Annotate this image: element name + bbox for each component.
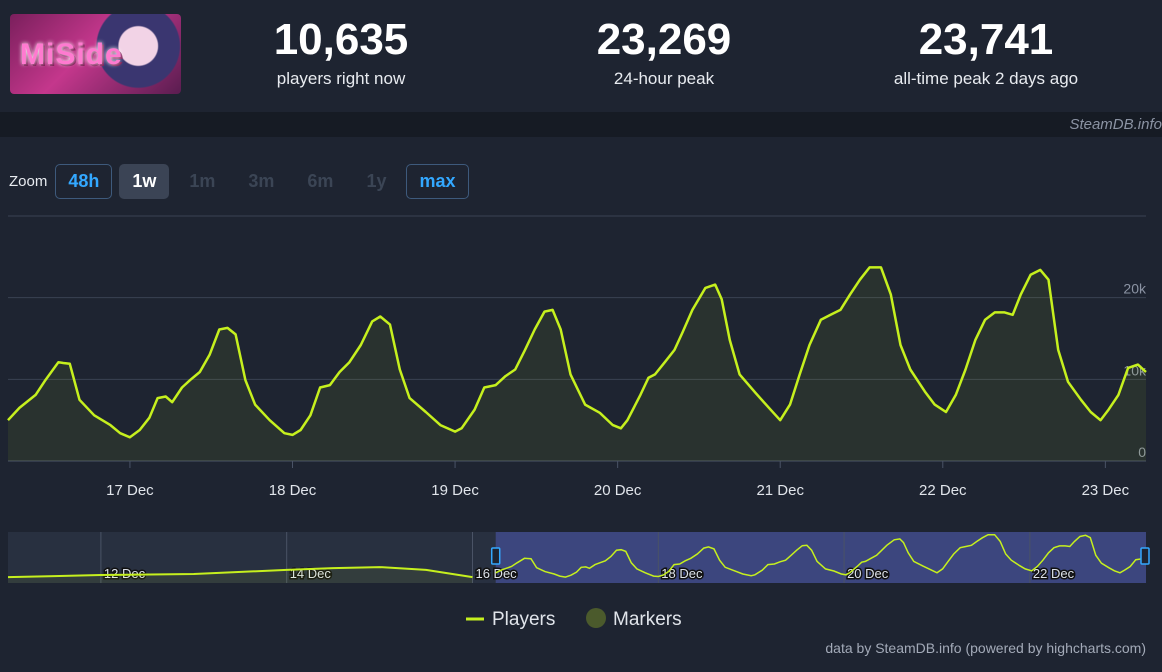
stat-value: 23,269	[596, 15, 732, 64]
watermark-strip: SteamDB.info	[0, 112, 1162, 137]
x-tick-label: 19 Dec	[431, 482, 479, 499]
stat-value: 10,635	[273, 15, 409, 64]
navigator-handle	[1140, 547, 1150, 565]
zoom-label: Zoom	[9, 173, 48, 190]
stat-label: players right now	[276, 69, 406, 88]
zoom-bar: Zoom 48h 1w 1m 3m 6m 1y max	[9, 164, 476, 199]
line	[7, 266, 1147, 439]
navigator-handle	[490, 547, 501, 565]
navigator-tick-label: 22 Dec	[1033, 566, 1075, 581]
stat: 10,635 players right now	[181, 14, 501, 92]
legend-label: Players	[492, 609, 555, 630]
game-logo: MiSide	[10, 14, 181, 94]
zoom-button: 3m	[248, 171, 275, 191]
navigator-tick-label: 18 Dec	[661, 566, 703, 581]
line	[7, 566, 473, 579]
stat: 23,741 all-time peak 2 days ago	[826, 14, 1146, 92]
zoom-button[interactable]: 1w	[119, 164, 170, 199]
zoom-button[interactable]: 48h	[55, 164, 113, 199]
stat-label: 24-hour peak	[613, 69, 715, 88]
x-tick-label: 18 Dec	[269, 482, 317, 499]
area	[8, 567, 473, 583]
stat-value: 23,741	[918, 15, 1054, 64]
stat: 23,269 24-hour peak	[504, 14, 824, 92]
stat-label: all-time peak 2 days ago	[893, 69, 1079, 88]
navigator-line	[495, 533, 1147, 578]
legend-label: Markers	[613, 609, 682, 630]
logo-text: MiSide	[20, 38, 123, 71]
credits: data by SteamDB.info (powered by highcha…	[825, 640, 1146, 656]
navigator-tick-label: 12 Dec	[104, 566, 146, 581]
zoom-button: 1y	[366, 171, 387, 191]
navigator-selection	[495, 532, 1146, 583]
zoom-button[interactable]: max	[406, 164, 469, 199]
zoom-button: 6m	[307, 171, 334, 191]
navigator-tick-label: 16 Dec	[475, 566, 517, 581]
watermark: SteamDB.info	[1069, 116, 1162, 133]
zoom-button: 1m	[189, 171, 216, 191]
y-tick-label: 0	[1138, 444, 1146, 460]
area	[8, 267, 1146, 461]
x-tick-label: 22 Dec	[919, 482, 967, 499]
x-tick-label: 20 Dec	[594, 482, 642, 499]
x-tick-label: 21 Dec	[756, 482, 804, 499]
y-tick-label: 20k	[1123, 281, 1147, 297]
x-tick-label: 23 Dec	[1082, 482, 1130, 499]
x-tick-label: 17 Dec	[106, 482, 154, 499]
legend-marker	[586, 608, 606, 628]
header: MiSide 10,635 players right now 23,269 24-…	[0, 0, 1162, 112]
navigator-tick-label: 20 Dec	[847, 566, 889, 581]
